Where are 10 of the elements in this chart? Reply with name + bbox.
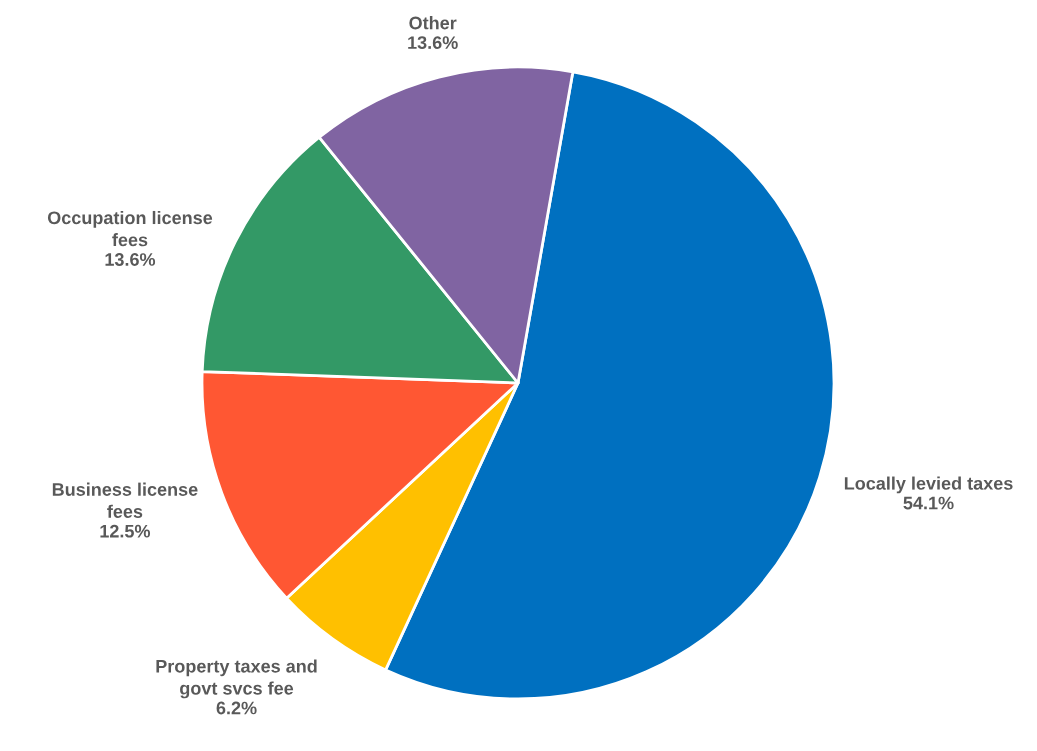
slice-label: Locally levied taxes: [844, 476, 1013, 494]
slice-label: Other: [409, 16, 457, 30]
data-label: 13.6%: [105, 253, 156, 266]
data-label: 54.1%: [903, 496, 954, 510]
data-label: 12.5%: [100, 524, 151, 538]
slice-label: Business license fees: [52, 482, 198, 518]
slice-label: Property taxes and govt svcs fee: [156, 659, 317, 699]
data-label: 6.2%: [216, 701, 257, 715]
data-label: 13.6%: [408, 36, 458, 50]
slice-label: Occupation license fees: [47, 210, 213, 247]
